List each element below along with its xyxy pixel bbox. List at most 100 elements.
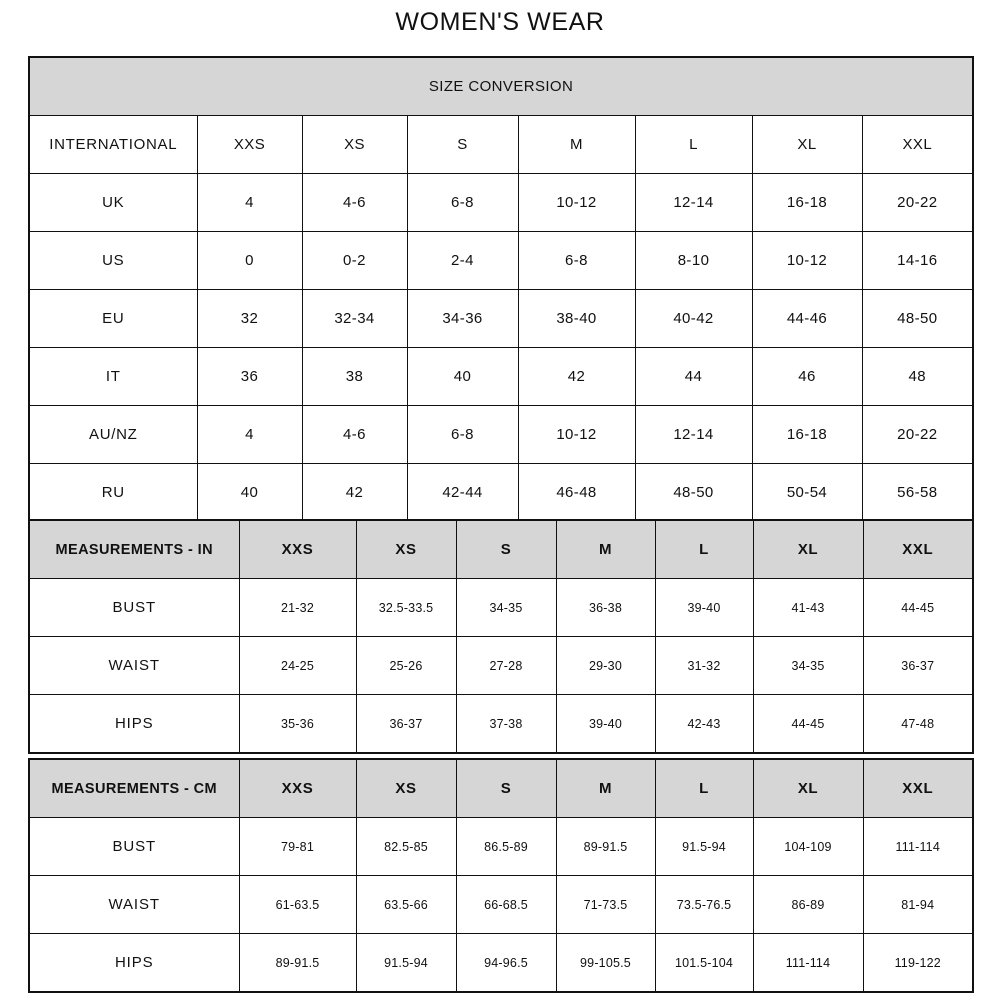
column-header-xxl: XXL <box>862 519 974 579</box>
table-cell: 31-32 <box>654 636 754 695</box>
table-cell: 44-46 <box>751 289 863 348</box>
table-cell: 94-96.5 <box>455 933 557 993</box>
table-cell: 27-28 <box>455 636 557 695</box>
table-cell: 35-36 <box>238 694 357 754</box>
table-cell: 91.5-94 <box>355 933 457 993</box>
measurements-in-header-label: MEASUREMENTS - IN <box>28 519 240 579</box>
table-cell: 38 <box>301 347 408 406</box>
measurements-cm-header-row: MEASUREMENTS - CM XXS XS S M L XL XXL <box>28 758 974 818</box>
table-cell: 12-14 <box>634 173 753 232</box>
table-cell: 10-12 <box>517 173 636 232</box>
column-header-l: L <box>654 519 754 579</box>
row-label: RU <box>28 463 198 523</box>
column-header-l: L <box>634 115 753 174</box>
table-cell: 4-6 <box>301 405 408 464</box>
row-label: WAIST <box>28 636 240 695</box>
table-cell: 36-38 <box>555 578 656 637</box>
table-cell: 25-26 <box>355 636 457 695</box>
table-cell: 63.5-66 <box>355 875 457 934</box>
row-label: US <box>28 231 198 290</box>
measurements-cm-table: MEASUREMENTS - CM XXS XS S M L XL XXL BU… <box>28 758 974 993</box>
table-cell: 46 <box>751 347 863 406</box>
table-row: AU/NZ 4 4-6 6-8 10-12 12-14 16-18 20-22 <box>28 405 974 464</box>
table-cell: 32 <box>196 289 303 348</box>
table-row: US 0 0-2 2-4 6-8 8-10 10-12 14-16 <box>28 231 974 290</box>
table-cell: 89-91.5 <box>238 933 357 993</box>
column-header-xxl: XXL <box>862 758 974 818</box>
table-cell: 50-54 <box>751 463 863 523</box>
table-cell: 16-18 <box>751 405 863 464</box>
table-cell: 34-35 <box>752 636 864 695</box>
page-title: WOMEN'S WEAR <box>395 8 605 36</box>
table-row: BUST 21-32 32.5-33.5 34-35 36-38 39-40 4… <box>28 578 974 637</box>
table-cell: 2-4 <box>406 231 519 290</box>
table-cell: 6-8 <box>406 173 519 232</box>
table-cell: 32-34 <box>301 289 408 348</box>
table-row: BUST 79-81 82.5-85 86.5-89 89-91.5 91.5-… <box>28 817 974 876</box>
table-cell: 6-8 <box>517 231 636 290</box>
table-cell: 16-18 <box>751 173 863 232</box>
table-cell: 4 <box>196 173 303 232</box>
table-cell: 101.5-104 <box>654 933 754 993</box>
table-cell: 36 <box>196 347 303 406</box>
table-cell: 81-94 <box>862 875 974 934</box>
column-header-xxs: XXS <box>238 758 357 818</box>
table-row: RU 40 42 42-44 46-48 48-50 50-54 56-58 <box>28 463 974 523</box>
table-row: HIPS 35-36 36-37 37-38 39-40 42-43 44-45… <box>28 694 974 754</box>
row-label: IT <box>28 347 198 406</box>
table-cell: 40 <box>196 463 303 523</box>
table-cell: 21-32 <box>238 578 357 637</box>
size-conversion-banner: SIZE CONVERSION <box>28 56 974 116</box>
row-label: BUST <box>28 817 240 876</box>
table-cell: 4 <box>196 405 303 464</box>
table-cell: 8-10 <box>634 231 753 290</box>
row-label: HIPS <box>28 933 240 993</box>
column-header-xl: XL <box>751 115 863 174</box>
table-cell: 39-40 <box>555 694 656 754</box>
size-conversion-table: SIZE CONVERSION INTERNATIONAL XXS XS S M… <box>28 56 975 523</box>
table-cell: 29-30 <box>555 636 656 695</box>
table-row: WAIST 24-25 25-26 27-28 29-30 31-32 34-3… <box>28 636 974 695</box>
column-header-s: S <box>455 758 557 818</box>
column-header-xl: XL <box>752 519 864 579</box>
column-header-xxl: XXL <box>861 115 974 174</box>
table-cell: 4-6 <box>301 173 408 232</box>
table-cell: 48 <box>861 347 974 406</box>
table-cell: 42 <box>301 463 408 523</box>
table-cell: 104-109 <box>752 817 864 876</box>
table-cell: 48-50 <box>634 463 753 523</box>
table-cell: 14-16 <box>861 231 974 290</box>
row-label: EU <box>28 289 198 348</box>
table-row: EU 32 32-34 34-36 38-40 40-42 44-46 48-5… <box>28 289 974 348</box>
table-cell: 61-63.5 <box>238 875 357 934</box>
row-label: AU/NZ <box>28 405 198 464</box>
size-conversion-banner-row: SIZE CONVERSION <box>28 56 974 116</box>
table-cell: 37-38 <box>455 694 557 754</box>
table-row: UK 4 4-6 6-8 10-12 12-14 16-18 20-22 <box>28 173 974 232</box>
row-label: BUST <box>28 578 240 637</box>
table-cell: 32.5-33.5 <box>355 578 457 637</box>
table-cell: 44-45 <box>862 578 974 637</box>
table-cell: 40 <box>406 347 519 406</box>
column-header-s: S <box>455 519 557 579</box>
table-cell: 48-50 <box>861 289 974 348</box>
table-cell: 111-114 <box>862 817 974 876</box>
column-header-s: S <box>406 115 519 174</box>
table-cell: 82.5-85 <box>355 817 457 876</box>
table-row: HIPS 89-91.5 91.5-94 94-96.5 99-105.5 10… <box>28 933 974 993</box>
table-cell: 66-68.5 <box>455 875 557 934</box>
table-cell: 36-37 <box>355 694 457 754</box>
column-header-international: INTERNATIONAL <box>28 115 198 174</box>
table-cell: 0 <box>196 231 303 290</box>
table-cell: 10-12 <box>751 231 863 290</box>
size-conversion-header-row: INTERNATIONAL XXS XS S M L XL XXL <box>28 115 974 174</box>
table-cell: 10-12 <box>517 405 636 464</box>
table-cell: 34-36 <box>406 289 519 348</box>
column-header-xxs: XXS <box>238 519 357 579</box>
table-cell: 47-48 <box>862 694 974 754</box>
table-cell: 42 <box>517 347 636 406</box>
table-cell: 0-2 <box>301 231 408 290</box>
table-cell: 40-42 <box>634 289 753 348</box>
table-cell: 41-43 <box>752 578 864 637</box>
column-header-m: M <box>555 519 656 579</box>
